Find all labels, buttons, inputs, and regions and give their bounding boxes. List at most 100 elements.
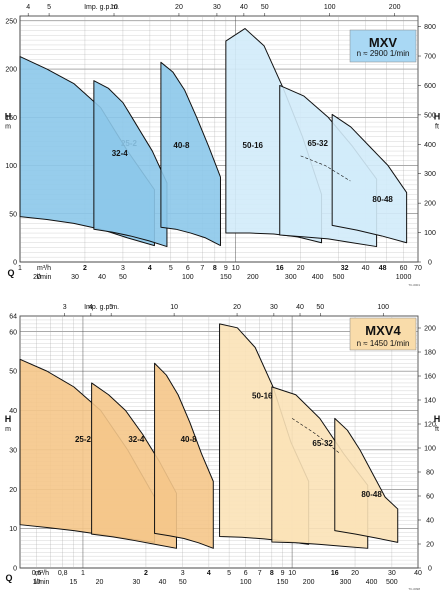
ft-axis-label: H	[434, 414, 441, 424]
lmin-tick-label: 15	[69, 579, 77, 586]
gpm-tick-label: 40	[240, 4, 248, 11]
curve-label-40-8: 40-8	[181, 435, 198, 444]
lmin-tick-label: 150	[277, 579, 289, 586]
x-axis-lmin: 20 30 40 50 100 150 200 300 400 500 1000 l/min	[33, 274, 411, 281]
x-axis-bottom: 1 2 3 4 5 6 7 8 9 10 16 20 32 40 48 60 70 Q m³/h	[7, 265, 422, 278]
lmin-tick-label: 400	[312, 274, 324, 281]
y-tick-label: 20	[9, 487, 17, 494]
y-axis-unit: m	[5, 426, 11, 433]
ft-tick-label: 160	[424, 374, 436, 381]
lmin-tick-label: 100	[240, 579, 252, 586]
q-tick-label: 40	[414, 570, 422, 577]
q-tick-label: 8	[213, 265, 217, 272]
q-axis-unit: m³/h	[37, 265, 51, 272]
q-axis-label: Q	[7, 268, 14, 278]
y-axis-label: H	[5, 414, 12, 424]
q-tick-label: 32	[341, 265, 349, 272]
y-tick-label: 150	[5, 115, 17, 122]
y-tick-label: 50	[9, 369, 17, 376]
ft-tick-label: 600	[424, 83, 436, 90]
q-tick-label: 4	[148, 265, 152, 272]
y-tick-label: 10	[9, 526, 17, 533]
gpm-tick-label: 10	[170, 304, 178, 311]
lmin-tick-label: 20	[33, 274, 41, 281]
curve-region-40-8	[154, 362, 214, 549]
y-axis-left: 0 50 100 150 200 250 Hm	[5, 18, 17, 266]
ft-tick-label: 80	[426, 470, 434, 477]
q-tick-label: 2	[144, 570, 148, 577]
curve-label-32-4: 32-4	[128, 435, 145, 444]
chart-title: MXV4	[365, 323, 401, 338]
lmin-tick-label: 300	[340, 579, 352, 586]
curve-label-80-48: 80-48	[361, 490, 382, 499]
q-tick-label: 10	[232, 265, 240, 272]
gpm-tick-label: 30	[213, 4, 221, 11]
q-tick-label: 60	[400, 265, 408, 272]
ft-tick-label: 400	[424, 142, 436, 149]
q-tick-label: 10	[288, 570, 296, 577]
title-box	[349, 317, 417, 351]
curve-region-80-48	[334, 417, 399, 543]
q-axis-unit: m³/h	[35, 570, 49, 577]
gpm-tick-label: 20	[233, 304, 241, 311]
curve-label-50-16: 50-16	[243, 141, 264, 150]
x-axis-bottom: 0,6 0,8 1 2 3 4 5 6 7 8 9 10 16 20 30 40Q m³/h	[5, 570, 422, 583]
y-tick-label: 250	[5, 18, 17, 25]
gpm-tick-label: 4	[89, 304, 93, 311]
efficiency-dash-line	[300, 155, 351, 182]
gpm-tick-label: 5	[109, 304, 113, 311]
ft-tick-label: 100	[424, 230, 436, 237]
q-tick-label: 5	[227, 570, 231, 577]
ft-tick-label: 700	[424, 54, 436, 61]
curve-region-40-8	[160, 61, 221, 247]
ft-tick-label: 140	[424, 398, 436, 405]
gpm-tick-label: 5	[47, 4, 51, 11]
gpm-tick-label: 3	[63, 304, 67, 311]
y-tick-label: 200	[5, 67, 17, 74]
q-tick-label: 20	[351, 570, 359, 577]
y-axis-right: 0 100 200 300 400 500 600 700 800 Hft	[418, 24, 441, 267]
ft-tick-label: 200	[424, 201, 436, 208]
y-tick-label: 64	[9, 314, 17, 321]
q-tick-label: 2	[83, 265, 87, 272]
q-axis-label: Q	[5, 573, 12, 583]
curve-label-80-48: 80-48	[372, 195, 393, 204]
gpm-tick-label: 50	[316, 304, 324, 311]
ft-axis-unit: ft	[435, 426, 439, 433]
ft-tick-label: 800	[424, 24, 436, 31]
q-tick-label: 1	[18, 265, 22, 272]
gpm-axis-label: Imp. g.p.m.	[84, 4, 119, 11]
q-tick-label: 16	[276, 265, 284, 272]
lmin-tick-label: 200	[303, 579, 315, 586]
lmin-tick-label: 50	[119, 274, 127, 281]
x-axis-lmin: 10 15 20 30 40 50 100 150 200 300 400 500 l/min	[33, 579, 398, 586]
curve-label-40-8: 40-8	[173, 141, 190, 150]
y-tick-label: 50	[9, 211, 17, 218]
gpm-tick-label: 10	[110, 4, 118, 11]
q-tick-label: 4	[207, 570, 211, 577]
chart-2: 25-2 32-4 40-850-1665-3280-480102030405060…	[5, 304, 441, 591]
lmin-tick-label: 1000	[396, 274, 412, 281]
q-tick-label: 70	[414, 265, 422, 272]
lmin-tick-label: 30	[71, 274, 79, 281]
q-tick-label: 7	[200, 265, 204, 272]
ft-axis-label: H	[434, 111, 441, 121]
q-tick-label: 5	[169, 265, 173, 272]
ft-tick-label: 20	[426, 542, 434, 549]
y-tick-label: 0	[13, 566, 17, 573]
q-tick-label: 3	[181, 570, 185, 577]
y-axis-right: 0 20 40 60 80 100 120 140 160 180 200 Hft	[418, 326, 440, 573]
gpm-axis-label: Imp. g.p.m.	[84, 304, 119, 311]
curve-label-50-16: 50-16	[252, 392, 273, 401]
chart-subtitle: n ≈ 2900 1/min	[357, 49, 410, 58]
x-axis-top: 3 4 5 10 20 30 40 50 100 Imp. g.p.m.	[63, 304, 389, 316]
gpm-tick-label: 20	[175, 4, 183, 11]
q-tick-label: 0,6	[32, 570, 42, 577]
y-axis-left: 0 10 20 30 40 50 60 64 Hm	[5, 314, 17, 573]
q-tick-label: 16	[331, 570, 339, 577]
ft-tick-label: 500	[424, 112, 436, 119]
lmin-tick-label: 200	[247, 274, 259, 281]
gpm-tick-label: 50	[261, 4, 269, 11]
